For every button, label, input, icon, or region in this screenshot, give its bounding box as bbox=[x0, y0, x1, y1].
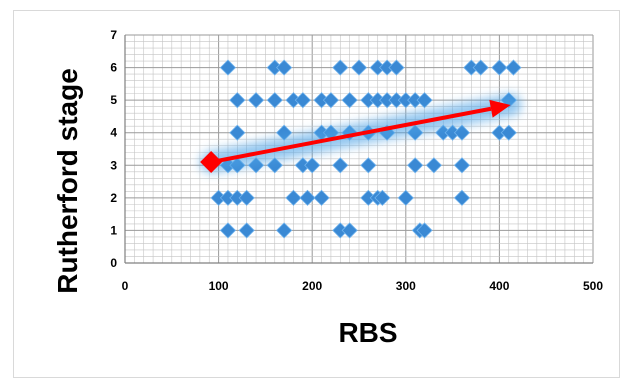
data-point bbox=[388, 59, 405, 76]
y-axis-title: Rutherford stage bbox=[52, 68, 83, 294]
data-point bbox=[360, 157, 377, 174]
data-point bbox=[299, 189, 316, 206]
data-point bbox=[500, 124, 517, 141]
data-point bbox=[407, 157, 424, 174]
arrow-start-diamond bbox=[200, 151, 223, 174]
data-point bbox=[322, 92, 339, 109]
tick-labels: 0 100 200 300 400 500 0 1 2 3 4 5 6 7 bbox=[110, 28, 603, 293]
data-point bbox=[219, 222, 237, 239]
data-point bbox=[416, 92, 433, 109]
data-point bbox=[453, 189, 471, 206]
data-point bbox=[332, 59, 349, 76]
data-point bbox=[425, 157, 442, 174]
data-point bbox=[374, 189, 391, 206]
data-point bbox=[238, 222, 255, 239]
data-point bbox=[247, 92, 265, 109]
y-tick-label: 5 bbox=[110, 93, 117, 107]
data-point bbox=[219, 59, 237, 76]
y-tick-label: 0 bbox=[110, 256, 117, 270]
x-tick-label: 200 bbox=[302, 279, 322, 293]
data-point bbox=[453, 124, 471, 141]
y-tick-label: 6 bbox=[110, 61, 117, 75]
arrow-head bbox=[489, 99, 511, 118]
data-point bbox=[332, 157, 349, 174]
data-point bbox=[505, 59, 522, 76]
x-tick-label: 300 bbox=[396, 279, 416, 293]
x-tick-label: 400 bbox=[489, 279, 509, 293]
y-tick-label: 2 bbox=[110, 191, 117, 205]
data-point bbox=[304, 157, 321, 174]
axes bbox=[124, 35, 593, 264]
data-point bbox=[276, 59, 293, 76]
data-point bbox=[276, 222, 293, 239]
data-point bbox=[229, 92, 246, 109]
data-point bbox=[294, 92, 311, 109]
x-axis-title: RBS bbox=[338, 317, 397, 348]
data-point bbox=[416, 222, 433, 239]
data-point bbox=[341, 222, 358, 239]
trend-arrow-annotation bbox=[200, 94, 522, 174]
x-tick-label: 500 bbox=[583, 279, 603, 293]
data-point bbox=[491, 59, 508, 76]
data-point bbox=[341, 92, 358, 109]
data-point bbox=[229, 124, 246, 141]
data-point bbox=[397, 189, 414, 206]
data-point bbox=[313, 189, 330, 206]
data-point bbox=[266, 92, 283, 109]
chart-frame bbox=[13, 10, 620, 378]
data-point bbox=[350, 59, 368, 76]
data-point bbox=[285, 189, 302, 206]
y-tick-label: 1 bbox=[110, 223, 117, 237]
y-tick-label: 7 bbox=[110, 28, 117, 42]
arrow-shaft bbox=[210, 106, 492, 164]
x-tick-label: 100 bbox=[209, 279, 229, 293]
y-tick-label: 4 bbox=[110, 126, 117, 140]
data-point bbox=[472, 59, 489, 76]
y-tick-label: 3 bbox=[110, 158, 117, 172]
x-tick-label: 0 bbox=[122, 279, 129, 293]
data-point bbox=[238, 189, 255, 206]
data-point bbox=[453, 157, 471, 174]
